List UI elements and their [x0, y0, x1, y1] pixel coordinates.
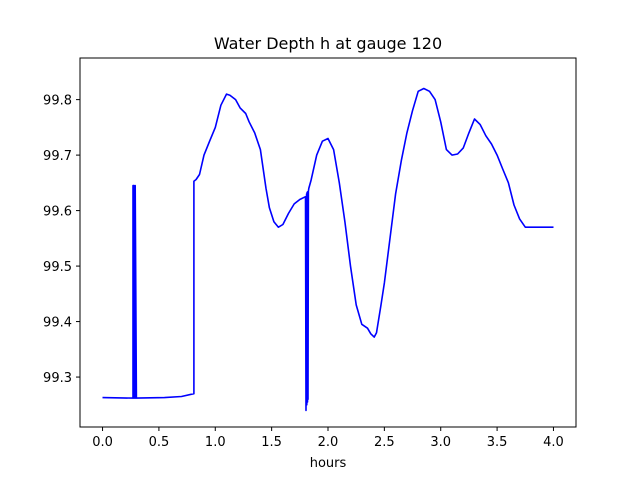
- y-tick-label: 99.4: [43, 316, 72, 331]
- x-tick-label: 3.0: [430, 435, 451, 450]
- x-tick-label: 2.5: [374, 435, 395, 450]
- x-axis: 0.0 0.5 1.0 1.5 2.0 2.5 3.0 3.5 4.0: [92, 427, 564, 450]
- y-tick-label: 99.8: [43, 94, 72, 109]
- y-axis: 99.3 99.4 99.5 99.6 99.7 99.8: [43, 94, 80, 386]
- y-tick-label: 99.3: [43, 371, 72, 386]
- plot-area: [102, 87, 554, 412]
- y-tick-label: 99.7: [43, 149, 72, 164]
- x-tick-label: 2.0: [318, 435, 339, 450]
- x-tick-label: 1.0: [205, 435, 226, 450]
- x-tick-label: 3.5: [487, 435, 508, 450]
- x-tick-label: 1.5: [261, 435, 282, 450]
- series-line: [102, 87, 554, 412]
- x-tick-label: 0.0: [92, 435, 113, 450]
- chart-title: Water Depth h at gauge 120: [214, 34, 442, 53]
- y-tick-label: 99.6: [43, 205, 72, 220]
- x-axis-label: hours: [310, 456, 347, 471]
- y-tick-label: 99.5: [43, 260, 72, 275]
- x-tick-label: 0.5: [149, 435, 170, 450]
- x-tick-label: 4.0: [543, 435, 564, 450]
